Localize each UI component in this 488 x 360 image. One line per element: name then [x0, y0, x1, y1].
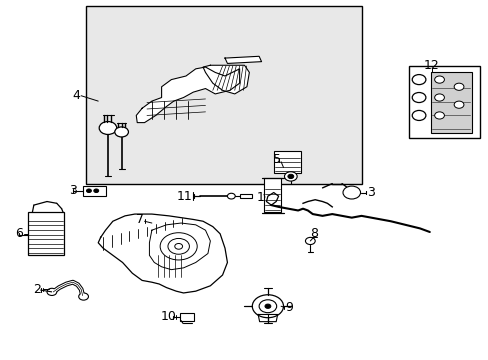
Text: 8: 8: [309, 226, 318, 239]
Circle shape: [79, 293, 88, 300]
Circle shape: [99, 122, 117, 134]
Circle shape: [411, 75, 425, 85]
Circle shape: [115, 127, 128, 137]
Text: 7: 7: [135, 213, 143, 226]
Polygon shape: [258, 315, 277, 321]
Circle shape: [411, 111, 425, 121]
Circle shape: [284, 172, 297, 181]
Bar: [82, 186, 106, 196]
Bar: [180, 313, 193, 320]
Circle shape: [434, 112, 444, 119]
Bar: [430, 72, 471, 134]
Circle shape: [174, 243, 182, 249]
Circle shape: [434, 94, 444, 101]
Bar: [27, 212, 64, 255]
Text: 11: 11: [177, 190, 192, 203]
Bar: [408, 66, 479, 138]
Circle shape: [305, 237, 315, 244]
Bar: [239, 194, 251, 198]
Polygon shape: [136, 67, 239, 123]
Polygon shape: [203, 65, 249, 94]
Polygon shape: [224, 56, 261, 63]
Text: 4: 4: [72, 89, 80, 102]
Circle shape: [259, 300, 276, 313]
Circle shape: [411, 93, 425, 103]
Bar: [273, 151, 300, 173]
Circle shape: [453, 83, 463, 90]
Text: 2: 2: [33, 283, 41, 296]
Circle shape: [287, 174, 293, 179]
Circle shape: [252, 295, 283, 318]
Polygon shape: [98, 214, 227, 293]
Bar: [264, 178, 281, 212]
Text: 10: 10: [161, 310, 177, 324]
Circle shape: [264, 304, 270, 309]
Circle shape: [94, 189, 99, 193]
Text: 6: 6: [15, 227, 22, 240]
Circle shape: [86, 189, 91, 193]
Circle shape: [227, 193, 235, 199]
Circle shape: [167, 238, 189, 254]
Circle shape: [47, 288, 57, 296]
Text: 3: 3: [366, 186, 374, 199]
Text: 5: 5: [273, 153, 281, 166]
Text: 12: 12: [423, 59, 439, 72]
Text: 1: 1: [256, 191, 264, 204]
Polygon shape: [149, 223, 210, 270]
Text: 9: 9: [285, 301, 293, 314]
Text: 3: 3: [69, 184, 77, 197]
Circle shape: [434, 76, 444, 83]
Circle shape: [453, 101, 463, 108]
Circle shape: [342, 186, 360, 199]
Bar: [86, 6, 361, 184]
